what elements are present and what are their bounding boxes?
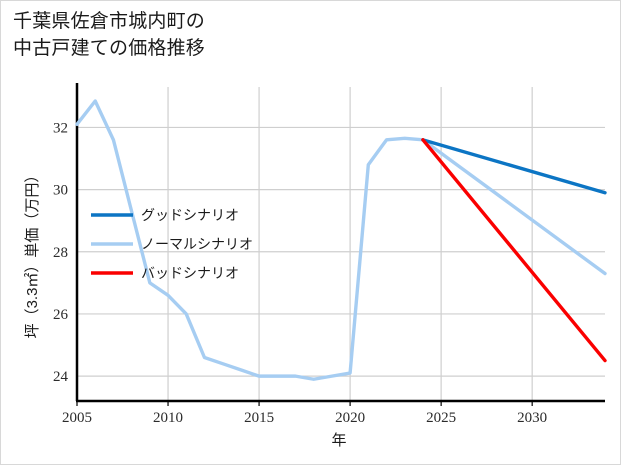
x-tick-label: 2015 bbox=[244, 410, 274, 426]
legend-label: ノーマルシナリオ bbox=[141, 238, 253, 253]
plot-axis-spines bbox=[75, 83, 605, 403]
y-tick-label: 28 bbox=[53, 245, 68, 261]
y-tick-label: 30 bbox=[53, 183, 68, 199]
x-tick-label: 2010 bbox=[153, 410, 183, 426]
legend-label: グッドシナリオ bbox=[141, 208, 239, 224]
series-line-normal bbox=[75, 99, 607, 381]
y-axis-label: 坪（3.3㎡）単価（万円） bbox=[24, 168, 41, 339]
x-tick-label: 2025 bbox=[426, 410, 456, 426]
y-tick-label: 32 bbox=[53, 120, 68, 136]
y-tick-label: 24 bbox=[53, 369, 69, 385]
y-axis-ticks: 24 26 28 30 32 bbox=[53, 120, 69, 385]
x-tick-label: 2020 bbox=[335, 410, 365, 426]
x-tick-label: 2005 bbox=[62, 410, 92, 426]
data-series-lines bbox=[75, 99, 607, 381]
y-tick-label: 26 bbox=[53, 307, 69, 323]
x-axis-label: 年 bbox=[331, 432, 346, 449]
legend-label: バッドシナリオ bbox=[141, 267, 239, 282]
x-tick-label: 2030 bbox=[517, 410, 547, 426]
x-axis-ticks: 2005 2010 2015 2020 2025 2030 bbox=[62, 401, 547, 426]
chart-title: 千葉県佐倉市城内町の 中古戸建ての価格推移 bbox=[13, 11, 206, 59]
series-line-good bbox=[421, 138, 607, 195]
grid-lines bbox=[76, 87, 605, 401]
series-line-bad bbox=[421, 138, 607, 363]
